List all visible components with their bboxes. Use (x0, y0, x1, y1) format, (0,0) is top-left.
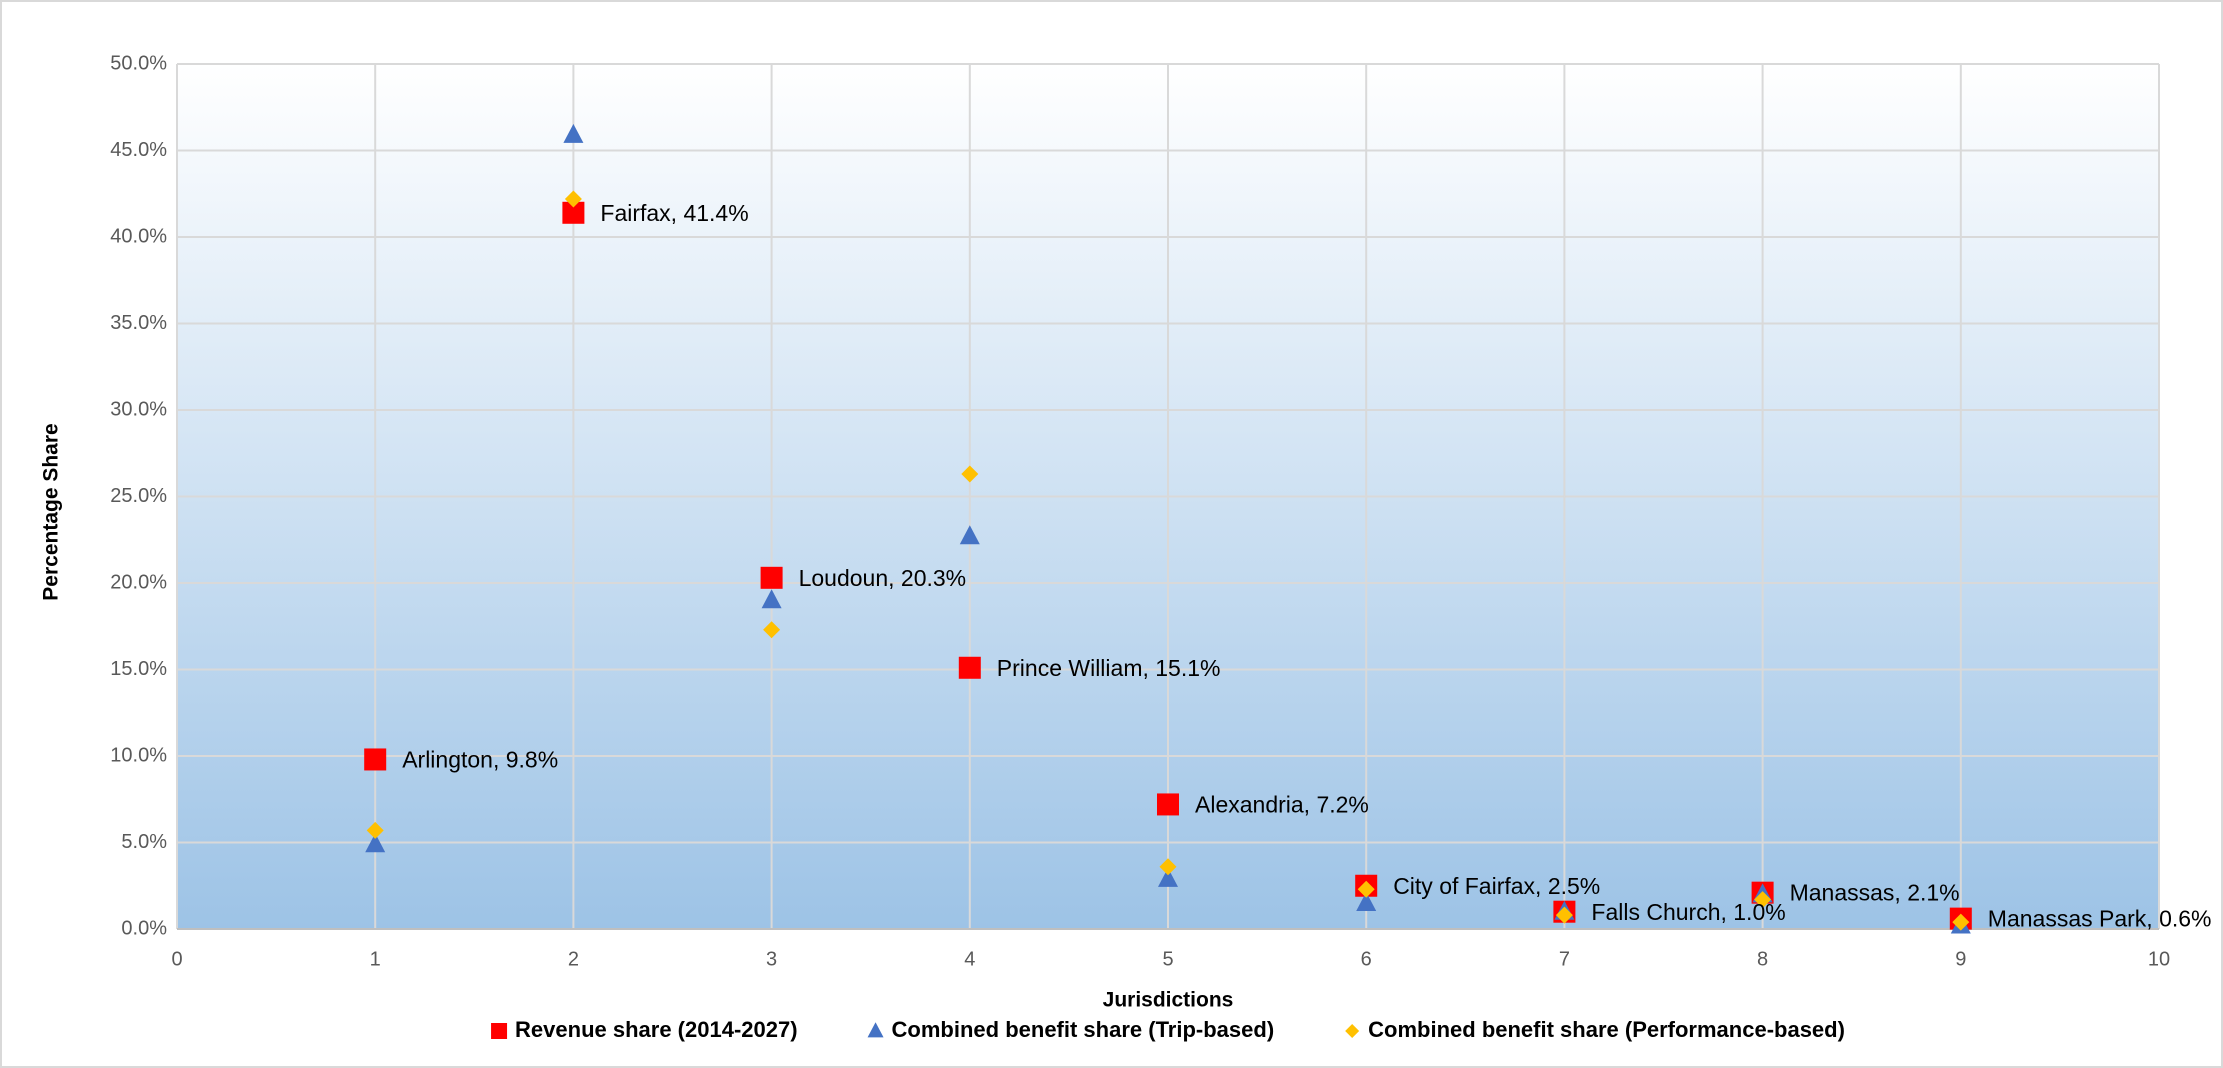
y-tick-label: 20.0% (110, 571, 167, 593)
marker-diamond (1555, 906, 1573, 924)
data-label: Alexandria, 7.2% (1195, 792, 1369, 818)
x-tick-label: 3 (766, 948, 777, 970)
y-tick-label: 10.0% (110, 744, 167, 766)
data-label: Arlington, 9.8% (402, 747, 558, 773)
marker-diamond (1357, 880, 1375, 898)
x-tick-label: 6 (1361, 948, 1372, 970)
y-tick-label: 40.0% (110, 225, 167, 247)
y-axis-label: Percentage Share (40, 423, 63, 600)
marker-triangle (959, 525, 980, 545)
data-label: Loudoun, 20.3% (799, 565, 967, 591)
x-tick-label: 5 (1162, 948, 1173, 970)
marker-diamond (763, 621, 781, 639)
marker-square (562, 201, 585, 224)
x-tick-label: 7 (1559, 948, 1570, 970)
legend-marker (867, 1022, 884, 1038)
y-tick-label: 35.0% (110, 312, 167, 334)
y-tick-label: 50.0% (110, 52, 167, 74)
data-label: Fairfax, 41.4% (600, 200, 748, 226)
legend-marker (491, 1023, 508, 1039)
y-tick-label: 30.0% (110, 398, 167, 420)
y-tick-label: 25.0% (110, 485, 167, 507)
marker-diamond (961, 465, 979, 483)
data-label: Falls Church, 1.0% (1591, 899, 1785, 925)
y-tick-label: 45.0% (110, 139, 167, 161)
x-tick-label: 10 (2148, 948, 2170, 970)
marker-diamond (1159, 858, 1177, 876)
marker-square (760, 566, 783, 589)
legend-marker (1345, 1024, 1360, 1038)
marker-diamond (366, 821, 384, 839)
marker-triangle (365, 833, 386, 853)
x-tick-label: 0 (171, 948, 182, 970)
legend-label: Combined benefit share (Performance-base… (1368, 1017, 1845, 1042)
marker-triangle (563, 123, 584, 143)
y-tick-label: 15.0% (110, 658, 167, 680)
y-tick-label: 0.0% (121, 917, 167, 939)
marker-diamond (564, 190, 582, 208)
x-tick-label: 8 (1757, 948, 1768, 970)
x-axis-label: Jurisdictions (1103, 989, 1234, 1012)
marker-diamond (1952, 913, 1970, 931)
legend-label: Revenue share (2014-2027) (515, 1017, 798, 1042)
data-label: Prince William, 15.1% (997, 655, 1221, 681)
data-label: Manassas, 2.1% (1790, 880, 1960, 906)
x-tick-label: 2 (568, 948, 579, 970)
marker-triangle (1356, 892, 1377, 912)
marker-square (1157, 793, 1179, 816)
marker-square (958, 656, 981, 679)
legend-label: Combined benefit share (Trip-based) (892, 1017, 1275, 1042)
marker-triangle (761, 589, 782, 609)
x-tick-label: 4 (964, 948, 975, 970)
marker-square (364, 748, 387, 771)
marker-diamond (1754, 891, 1772, 909)
x-tick-label: 1 (370, 948, 381, 970)
data-label: Manassas Park, 0.6% (1988, 906, 2212, 932)
data-label: City of Fairfax, 2.5% (1393, 873, 1600, 899)
marker-triangle (1158, 867, 1178, 887)
y-tick-label: 5.0% (121, 831, 167, 853)
x-tick-label: 9 (1955, 948, 1966, 970)
